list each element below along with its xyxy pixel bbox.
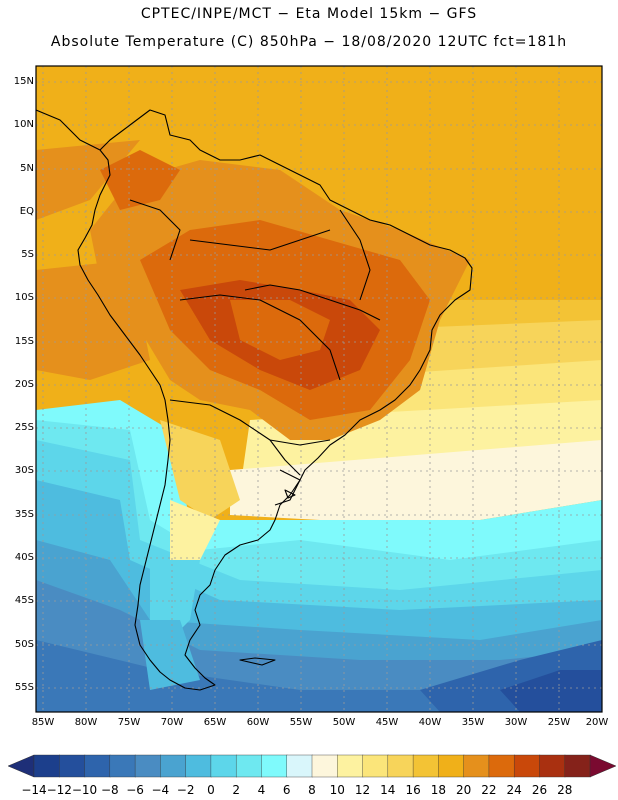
colorbar-label: 20	[455, 783, 472, 797]
colorbar-label: 10	[329, 783, 345, 797]
lat-label: 10S	[14, 292, 34, 303]
lat-label: 45S	[14, 595, 34, 606]
colorbar-swatch	[564, 754, 591, 778]
colorbar-swatch	[539, 754, 566, 778]
colorbar-swatch	[412, 754, 440, 778]
lat-label: 15N	[13, 76, 34, 87]
colorbar-low-arrow	[7, 754, 35, 778]
colorbar-swatch	[488, 754, 515, 778]
colorbar-label: −12	[46, 783, 72, 797]
colorbar-swatch	[84, 754, 111, 778]
lat-label: 50S	[14, 639, 34, 650]
lon-label: 35W	[461, 717, 485, 728]
colorbar-swatch	[185, 754, 212, 778]
lat-label: 5S	[21, 249, 34, 260]
lon-label: 40W	[418, 717, 442, 728]
colorbar-label: −4	[151, 783, 170, 797]
lat-label: 55S	[14, 682, 34, 693]
colorbar-label: 6	[282, 783, 291, 797]
colorbar-label: −14	[21, 783, 47, 797]
lon-label: 60W	[246, 717, 270, 728]
coastlines	[36, 109, 473, 691]
colorbar-label: 28	[557, 783, 573, 797]
temperature-field	[36, 66, 602, 712]
colorbar-label: −2	[176, 783, 195, 797]
colorbar-label: −10	[71, 783, 98, 797]
lon-label: 75W	[117, 717, 141, 728]
colorbar-swatch	[235, 754, 263, 778]
colorbar-label: 2	[232, 783, 240, 797]
colorbar-swatch	[513, 754, 541, 778]
colorbar-label: 26	[531, 783, 548, 797]
colorbar-label: 24	[506, 783, 522, 797]
colorbar-swatch	[362, 754, 389, 778]
title-line-2: Absolute Temperature (C) 850hPa − 18/08/…	[50, 34, 568, 50]
colorbar-swatch	[33, 754, 60, 778]
colorbar-label: 8	[308, 783, 316, 797]
colorbar-label: 12	[354, 783, 371, 797]
lat-label: 15S	[14, 336, 34, 347]
colorbar-swatch	[286, 754, 313, 778]
colorbar-swatch	[311, 754, 338, 778]
lon-label: 45W	[375, 717, 399, 728]
lon-label: 30W	[504, 717, 528, 728]
colorbar-swatch	[438, 754, 465, 778]
colorbar-label: −8	[100, 783, 119, 797]
colorbar-high-arrow	[589, 754, 617, 778]
colorbar-label: −6	[126, 783, 144, 797]
colorbar	[7, 754, 617, 778]
colorbar-swatch	[261, 754, 288, 778]
colorbar-label: 16	[405, 783, 421, 797]
colorbar-swatch	[387, 754, 414, 778]
lon-label: 55W	[289, 717, 313, 728]
colorbar-label: 14	[380, 783, 396, 797]
lat-label: 10N	[13, 119, 34, 130]
lat-label: 30S	[14, 465, 34, 476]
lat-label: 20S	[14, 379, 34, 390]
colorbar-swatch	[337, 754, 364, 778]
colorbar-swatch	[160, 754, 187, 778]
colorbar-label: 18	[430, 783, 446, 797]
colorbar-swatch	[59, 754, 86, 778]
map-frame	[35, 65, 603, 713]
lat-label: 25S	[14, 422, 34, 433]
colorbar-label: 0	[207, 783, 215, 797]
lat-label: 40S	[14, 552, 34, 563]
colorbar-swatch	[134, 754, 162, 778]
colorbar-label: 22	[481, 783, 497, 797]
lon-label: 80W	[74, 717, 98, 728]
lat-label: EQ	[19, 206, 34, 217]
graticule	[36, 66, 602, 712]
lon-label: 25W	[547, 717, 571, 728]
lat-label: 5N	[20, 163, 34, 174]
title-line-1: CPTEC/INPE/MCT − Eta Model 15km − GFS	[140, 6, 478, 22]
lon-label: 70W	[160, 717, 184, 728]
lon-label: 20W	[585, 717, 609, 728]
colorbar-swatch	[463, 754, 490, 778]
colorbar-label: 4	[257, 783, 266, 797]
colorbar-swatch	[210, 754, 237, 778]
colorbar-swatch	[109, 754, 136, 778]
lon-label: 85W	[31, 717, 55, 728]
lon-label: 50W	[332, 717, 356, 728]
lon-label: 65W	[203, 717, 227, 728]
lat-label: 35S	[14, 509, 34, 520]
